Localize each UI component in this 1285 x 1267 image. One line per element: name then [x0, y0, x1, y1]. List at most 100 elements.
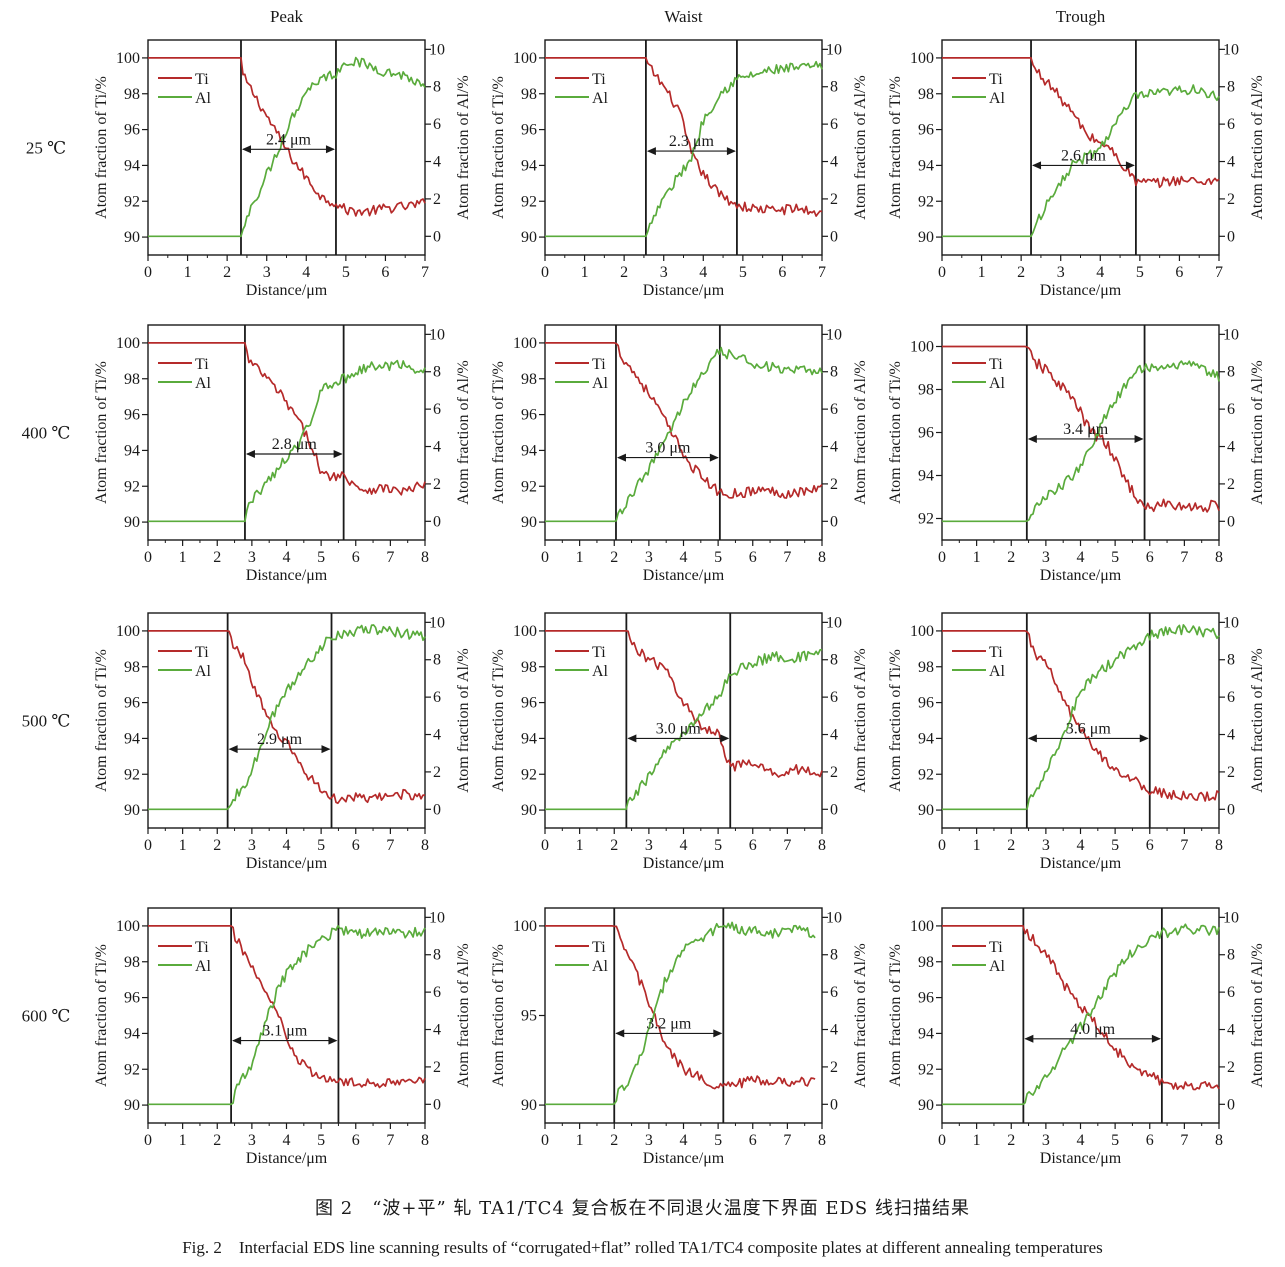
x-tick-label: 2: [610, 1132, 618, 1149]
y2-tick-label: 2: [830, 1059, 838, 1076]
legend-label-ti: Ti: [989, 71, 1003, 88]
width-arrowhead-right: [1139, 734, 1149, 743]
caption-chinese: 图 2 “波+平” 轧 TA1/TC4 复合板在不同退火温度下界面 EDS 线扫…: [315, 1198, 970, 1219]
y-tick-label: 98: [918, 382, 934, 399]
plot-frame: [544, 324, 823, 541]
series-line-ti: [942, 57, 1220, 189]
panel-4: 0 1 2 3 4 5 6 7 8 90 92 94 96 98 100 0 2 4 6 8 10 Distance/μm…: [93, 324, 472, 584]
x-tick-label: 7: [783, 837, 791, 854]
y2-tick-label: 6: [830, 401, 838, 418]
x-tick-label: 5: [714, 837, 722, 854]
x-axis-label: Distance/μm: [643, 855, 725, 872]
legend-label-al: Al: [989, 958, 1006, 975]
x-tick-label: 7: [1180, 837, 1188, 854]
x-tick-label: 4: [1077, 837, 1085, 854]
panel-8: 0 1 2 3 4 5 6 7 8 90 92 94 96 98 100 0 2 4 6 8 10 Distance/μm…: [490, 612, 869, 872]
x-tick-label: 5: [1111, 1132, 1119, 1149]
x-axis-label: Distance/μm: [246, 855, 328, 872]
x-tick-label: 1: [581, 264, 589, 281]
x-tick-label: 4: [283, 837, 291, 854]
legend-label-al: Al: [989, 375, 1006, 392]
legend: Ti Al: [952, 644, 1006, 680]
y2-tick-label: 4: [1227, 727, 1235, 744]
y2-tick-label: 4: [830, 154, 838, 171]
x-tick-label: 5: [1111, 549, 1119, 566]
y2-tick-label: 10: [826, 41, 842, 58]
x-tick-label: 3: [645, 549, 653, 566]
legend-label-al: Al: [195, 90, 212, 107]
y-tick-label: 92: [918, 766, 934, 783]
x-tick-label: 0: [541, 837, 549, 854]
y2-tick-label: 0: [433, 513, 441, 530]
x-tick-label: 8: [421, 837, 429, 854]
x-tick-label: 4: [680, 837, 688, 854]
y2-tick-label: 8: [433, 652, 441, 669]
y-axis-label: Atom fraction of Ti/%: [93, 649, 110, 792]
x-tick-label: 6: [352, 837, 360, 854]
width-label: 2.3 μm: [669, 133, 715, 150]
y2-tick-label: 0: [1227, 228, 1235, 245]
y-tick-label: 100: [513, 918, 537, 935]
width-arrowhead-right: [1151, 1034, 1161, 1043]
x-axis-label: Distance/μm: [246, 567, 328, 584]
x-tick-label: 5: [739, 264, 747, 281]
x-tick-label: 5: [317, 549, 325, 566]
x-tick-label: 7: [386, 1132, 394, 1149]
row-label-1: 25 ℃: [26, 139, 66, 158]
x-tick-label: 0: [144, 264, 152, 281]
y2-axis-label: Atom fraction of Al/%: [852, 360, 869, 504]
x-tick-label: 0: [541, 1132, 549, 1149]
x-tick-label: 5: [714, 1132, 722, 1149]
width-arrowhead-right: [328, 1036, 338, 1045]
y-tick-label: 92: [521, 766, 537, 783]
legend-label-ti: Ti: [195, 356, 209, 373]
y-tick-label: 92: [124, 193, 140, 210]
x-tick-label: 3: [645, 837, 653, 854]
panel-9: 0 1 2 3 4 5 6 7 8 90 92 94 96 98 100 0 2 4 6 8 10 Distance/μm…: [887, 612, 1266, 872]
x-tick-label: 4: [680, 549, 688, 566]
legend-label-ti: Ti: [195, 71, 209, 88]
x-tick-label: 3: [1042, 549, 1050, 566]
x-axis-label: Distance/μm: [1040, 282, 1122, 299]
legend: Ti Al: [555, 939, 609, 975]
x-tick-label: 4: [1077, 1132, 1085, 1149]
y-tick-label: 94: [521, 730, 537, 747]
y2-tick-label: 0: [830, 513, 838, 530]
series-line-ti: [545, 342, 823, 499]
width-arrowhead-right: [1134, 434, 1144, 443]
x-tick-label: 4: [1077, 549, 1085, 566]
series-line-al: [545, 60, 823, 238]
series-line-ti: [148, 57, 426, 217]
y-axis-label: Atom fraction of Ti/%: [887, 944, 904, 1087]
width-arrowhead-left: [1027, 434, 1037, 443]
series-line-al: [942, 923, 1220, 1106]
x-tick-label: 2: [610, 837, 618, 854]
y2-tick-label: 2: [1227, 1059, 1235, 1076]
y-tick-label: 94: [918, 157, 934, 174]
width-arrowhead-right: [720, 734, 730, 743]
row-label-3: 500 ℃: [22, 712, 71, 731]
y2-tick-label: 6: [830, 689, 838, 706]
legend: Ti Al: [158, 939, 212, 975]
y-tick-label: 98: [918, 954, 934, 971]
y-axis-label: Atom fraction of Ti/%: [93, 944, 110, 1087]
width-arrowhead-left: [245, 450, 255, 458]
panel-6: 0 1 2 3 4 5 6 7 8 92 94 96 98 100 0 2 4 6 8 10 Distance/μm At…: [887, 324, 1266, 584]
y-tick-label: 100: [116, 335, 140, 352]
x-tick-label: 6: [352, 1132, 360, 1149]
series-line-ti: [148, 630, 426, 805]
y-tick-label: 92: [124, 478, 140, 495]
x-tick-label: 3: [248, 549, 256, 566]
width-label: 2.8 μm: [272, 436, 318, 453]
x-tick-label: 6: [1146, 1132, 1154, 1149]
y-axis-label: Atom fraction of Ti/%: [887, 649, 904, 792]
y2-axis-label: Atom fraction of Al/%: [852, 648, 869, 792]
width-label: 4.0 μm: [1070, 1021, 1116, 1038]
y2-tick-label: 2: [433, 1059, 441, 1076]
legend: Ti Al: [158, 71, 212, 107]
y2-tick-label: 6: [433, 401, 441, 418]
y-tick-label: 96: [124, 122, 140, 139]
x-tick-label: 8: [818, 837, 826, 854]
x-axis-label: Distance/μm: [643, 282, 725, 299]
y-axis-label: Atom fraction of Ti/%: [887, 361, 904, 504]
